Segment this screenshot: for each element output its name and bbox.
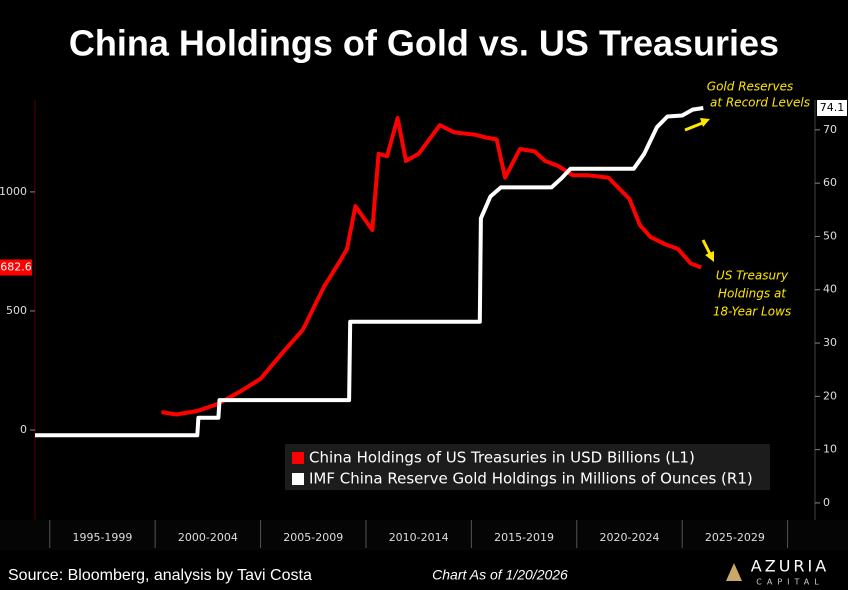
y2-tick-label: 70: [823, 123, 837, 136]
logo-mark: [726, 563, 742, 581]
series-line: [161, 116, 702, 417]
x-tick-label: 2000-2004: [178, 531, 238, 544]
arrow-head: [700, 118, 710, 127]
x-tick-label: 2005-2009: [283, 531, 343, 544]
y2-tick-label: 0: [823, 496, 830, 509]
as-of: Chart As of 1/20/2026: [432, 567, 568, 583]
last-value-tag: 682.6: [0, 259, 32, 276]
annotation-line: at Record Levels: [710, 96, 810, 110]
y2-tick-label: 10: [823, 443, 837, 456]
last-value: 74.1: [820, 101, 845, 114]
annotation-line: US Treasury: [716, 269, 789, 283]
legend-label: China Holdings of US Treasuries in USD B…: [309, 449, 695, 467]
legend-swatch: [292, 452, 304, 464]
y2-tick-label: 50: [823, 229, 837, 242]
y-tick-label: 1000: [0, 185, 27, 198]
arrow: [701, 239, 712, 255]
y-tick-label: 500: [6, 304, 27, 317]
legend-label: IMF China Reserve Gold Holdings in Milli…: [309, 470, 753, 488]
x-tick-label: 2015-2019: [494, 531, 554, 544]
x-axis-band: [0, 520, 848, 550]
arrow: [684, 120, 706, 132]
x-tick-label: 2020-2024: [600, 531, 660, 544]
x-tick-label: 1995-1999: [72, 531, 132, 544]
brand-sub: CAPITAL: [756, 578, 823, 587]
y2-tick-label: 20: [823, 389, 837, 402]
legend-box: [285, 444, 770, 490]
x-tick-label: 2025-2029: [705, 531, 765, 544]
ann-treasury: US Treasury Holdings at 18-Year Lows: [701, 239, 791, 319]
annotation-line: 18-Year Lows: [713, 305, 791, 319]
legend-swatch: [292, 473, 304, 485]
brand: AZURIA: [751, 557, 829, 576]
y-tick-label: 0: [20, 423, 27, 436]
y2-tick-label: 60: [823, 176, 837, 189]
y2-tick-label: 30: [823, 336, 837, 349]
source: Source: Bloomberg, analysis by Tavi Cost…: [8, 567, 312, 584]
tag-box: [0, 259, 32, 276]
chart-title: China Holdings of Gold vs. US Treasuries: [69, 23, 779, 64]
y2-tick-label: 40: [823, 283, 837, 296]
annotation-line: Holdings at: [718, 287, 787, 301]
series-line: [35, 106, 704, 438]
tag-box: [817, 99, 847, 116]
legend: China Holdings of US Treasuries in USD B…: [285, 444, 770, 490]
annotation-line: Gold Reserves: [707, 80, 793, 94]
x-tick-label: 2010-2014: [389, 531, 449, 544]
ann-gold: Gold Reserves at Record Levels: [684, 80, 810, 132]
last-value-tag: 74.1: [817, 99, 847, 116]
last-value: 682.6: [0, 260, 32, 273]
arrow-head: [705, 251, 714, 262]
